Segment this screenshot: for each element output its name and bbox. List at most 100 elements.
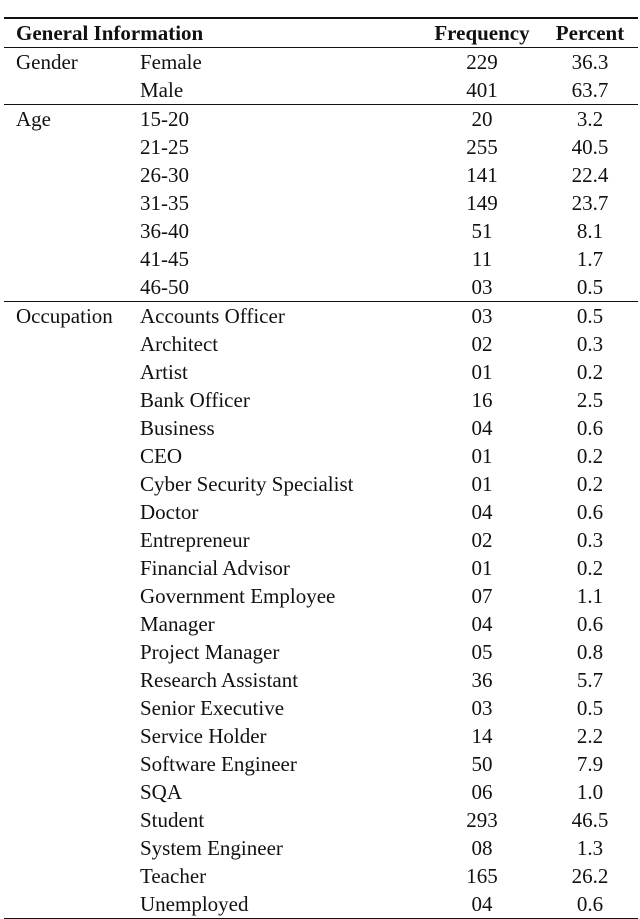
percent-cell: 0.2	[576, 472, 604, 496]
group-label	[4, 189, 140, 217]
group-label	[4, 217, 140, 245]
group-label	[4, 386, 140, 414]
frequency-cell: 14	[471, 724, 493, 748]
frequency-cell: 01	[471, 444, 493, 468]
percent-cell: 7.9	[576, 752, 604, 776]
percent-cell: 1.1	[576, 584, 604, 608]
frequency-cell: 165	[466, 864, 498, 888]
group-label	[4, 750, 140, 778]
header-frequency: Frequency	[434, 21, 530, 45]
frequency-cell: 149	[466, 191, 498, 215]
table-row: Male 401 63.7	[4, 76, 638, 105]
table-row: Research Assistant 36 5.7	[4, 666, 638, 694]
group-label	[4, 778, 140, 806]
percent-cell: 0.6	[576, 612, 604, 636]
group-label	[4, 582, 140, 610]
table-row: Manager 04 0.6	[4, 610, 638, 638]
percent-cell: 26.2	[571, 864, 609, 888]
group-label	[4, 245, 140, 273]
group-label	[4, 554, 140, 582]
table-row: Doctor 04 0.6	[4, 498, 638, 526]
frequency-cell: 06	[471, 780, 493, 804]
category-cell: Bank Officer	[140, 388, 250, 412]
category-cell: Government Employee	[140, 584, 336, 608]
table-row: Entrepreneur 02 0.3	[4, 526, 638, 554]
group-label	[4, 666, 140, 694]
frequency-cell: 08	[471, 836, 493, 860]
table-row: Project Manager 05 0.8	[4, 638, 638, 666]
group-label	[4, 414, 140, 442]
category-cell: Artist	[140, 360, 188, 384]
category-cell: Doctor	[140, 500, 199, 524]
group-label	[4, 161, 140, 189]
percent-cell: 0.3	[576, 528, 604, 552]
group-label	[4, 638, 140, 666]
table-row: Artist 01 0.2	[4, 358, 638, 386]
category-cell: Entrepreneur	[140, 528, 250, 552]
percent-cell: 0.8	[576, 640, 604, 664]
percent-cell: 23.7	[571, 191, 609, 215]
group-label	[4, 442, 140, 470]
percent-cell: 0.6	[576, 416, 604, 440]
table-row: Service Holder 14 2.2	[4, 722, 638, 750]
frequency-cell: 16	[471, 388, 493, 412]
header-row: General Information Frequency Percent	[4, 18, 638, 48]
group-label: Age	[16, 107, 51, 131]
group-label	[4, 358, 140, 386]
percent-cell: 1.7	[576, 247, 604, 271]
table-row: Architect 02 0.3	[4, 330, 638, 358]
percent-cell: 0.5	[576, 304, 604, 328]
frequency-cell: 04	[471, 500, 493, 524]
category-cell: SQA	[140, 780, 183, 804]
percent-cell: 1.0	[576, 780, 604, 804]
table-row: Occupation Accounts Officer 03 0.5	[4, 301, 638, 331]
percent-cell: 2.2	[576, 724, 604, 748]
category-cell: 41-45	[140, 247, 189, 271]
table-row: 31-35 149 23.7	[4, 189, 638, 217]
table-row: Gender Female 229 36.3	[4, 48, 638, 77]
group-label	[4, 133, 140, 161]
category-cell: Female	[140, 50, 202, 74]
table-row: Financial Advisor 01 0.2	[4, 554, 638, 582]
category-cell: Senior Executive	[140, 696, 285, 720]
category-cell: Unemployed	[140, 892, 249, 916]
frequency-cell: 03	[471, 304, 493, 328]
table-row: 46-50 03 0.5	[4, 273, 638, 302]
frequency-cell: 141	[466, 163, 498, 187]
percent-cell: 63.7	[571, 78, 609, 102]
frequency-cell: 07	[471, 584, 493, 608]
group-label	[4, 722, 140, 750]
group-label	[4, 76, 140, 105]
group-label	[4, 330, 140, 358]
percent-cell: 0.6	[576, 500, 604, 524]
percent-cell: 0.2	[576, 556, 604, 580]
frequency-cell: 50	[471, 752, 493, 776]
table-row: Age 15-20 20 3.2	[4, 104, 638, 134]
table-row: Senior Executive 03 0.5	[4, 694, 638, 722]
frequency-cell: 01	[471, 472, 493, 496]
percent-cell: 0.3	[576, 332, 604, 356]
header-percent: Percent	[555, 21, 625, 45]
category-cell: 46-50	[140, 275, 189, 299]
group-label: Occupation	[16, 304, 113, 328]
percent-cell: 1.3	[576, 836, 604, 860]
table-row: 21-25 255 40.5	[4, 133, 638, 161]
percent-cell: 0.6	[576, 892, 604, 916]
category-cell: Manager	[140, 612, 215, 636]
category-cell: 26-30	[140, 163, 189, 187]
table-row: 36-40 51 8.1	[4, 217, 638, 245]
table-row: 26-30 141 22.4	[4, 161, 638, 189]
percent-cell: 36.3	[571, 50, 609, 74]
table-row: 41-45 11 1.7	[4, 245, 638, 273]
frequency-cell: 03	[471, 275, 493, 299]
frequency-cell: 36	[471, 668, 493, 692]
category-cell: Financial Advisor	[140, 556, 290, 580]
category-cell: Project Manager	[140, 640, 280, 664]
table-row: Software Engineer 50 7.9	[4, 750, 638, 778]
group-label	[4, 834, 140, 862]
frequency-cell: 03	[471, 696, 493, 720]
category-cell: Architect	[140, 332, 219, 356]
frequency-cell: 04	[471, 892, 493, 916]
frequency-cell: 05	[471, 640, 493, 664]
category-cell: Male	[140, 78, 184, 102]
